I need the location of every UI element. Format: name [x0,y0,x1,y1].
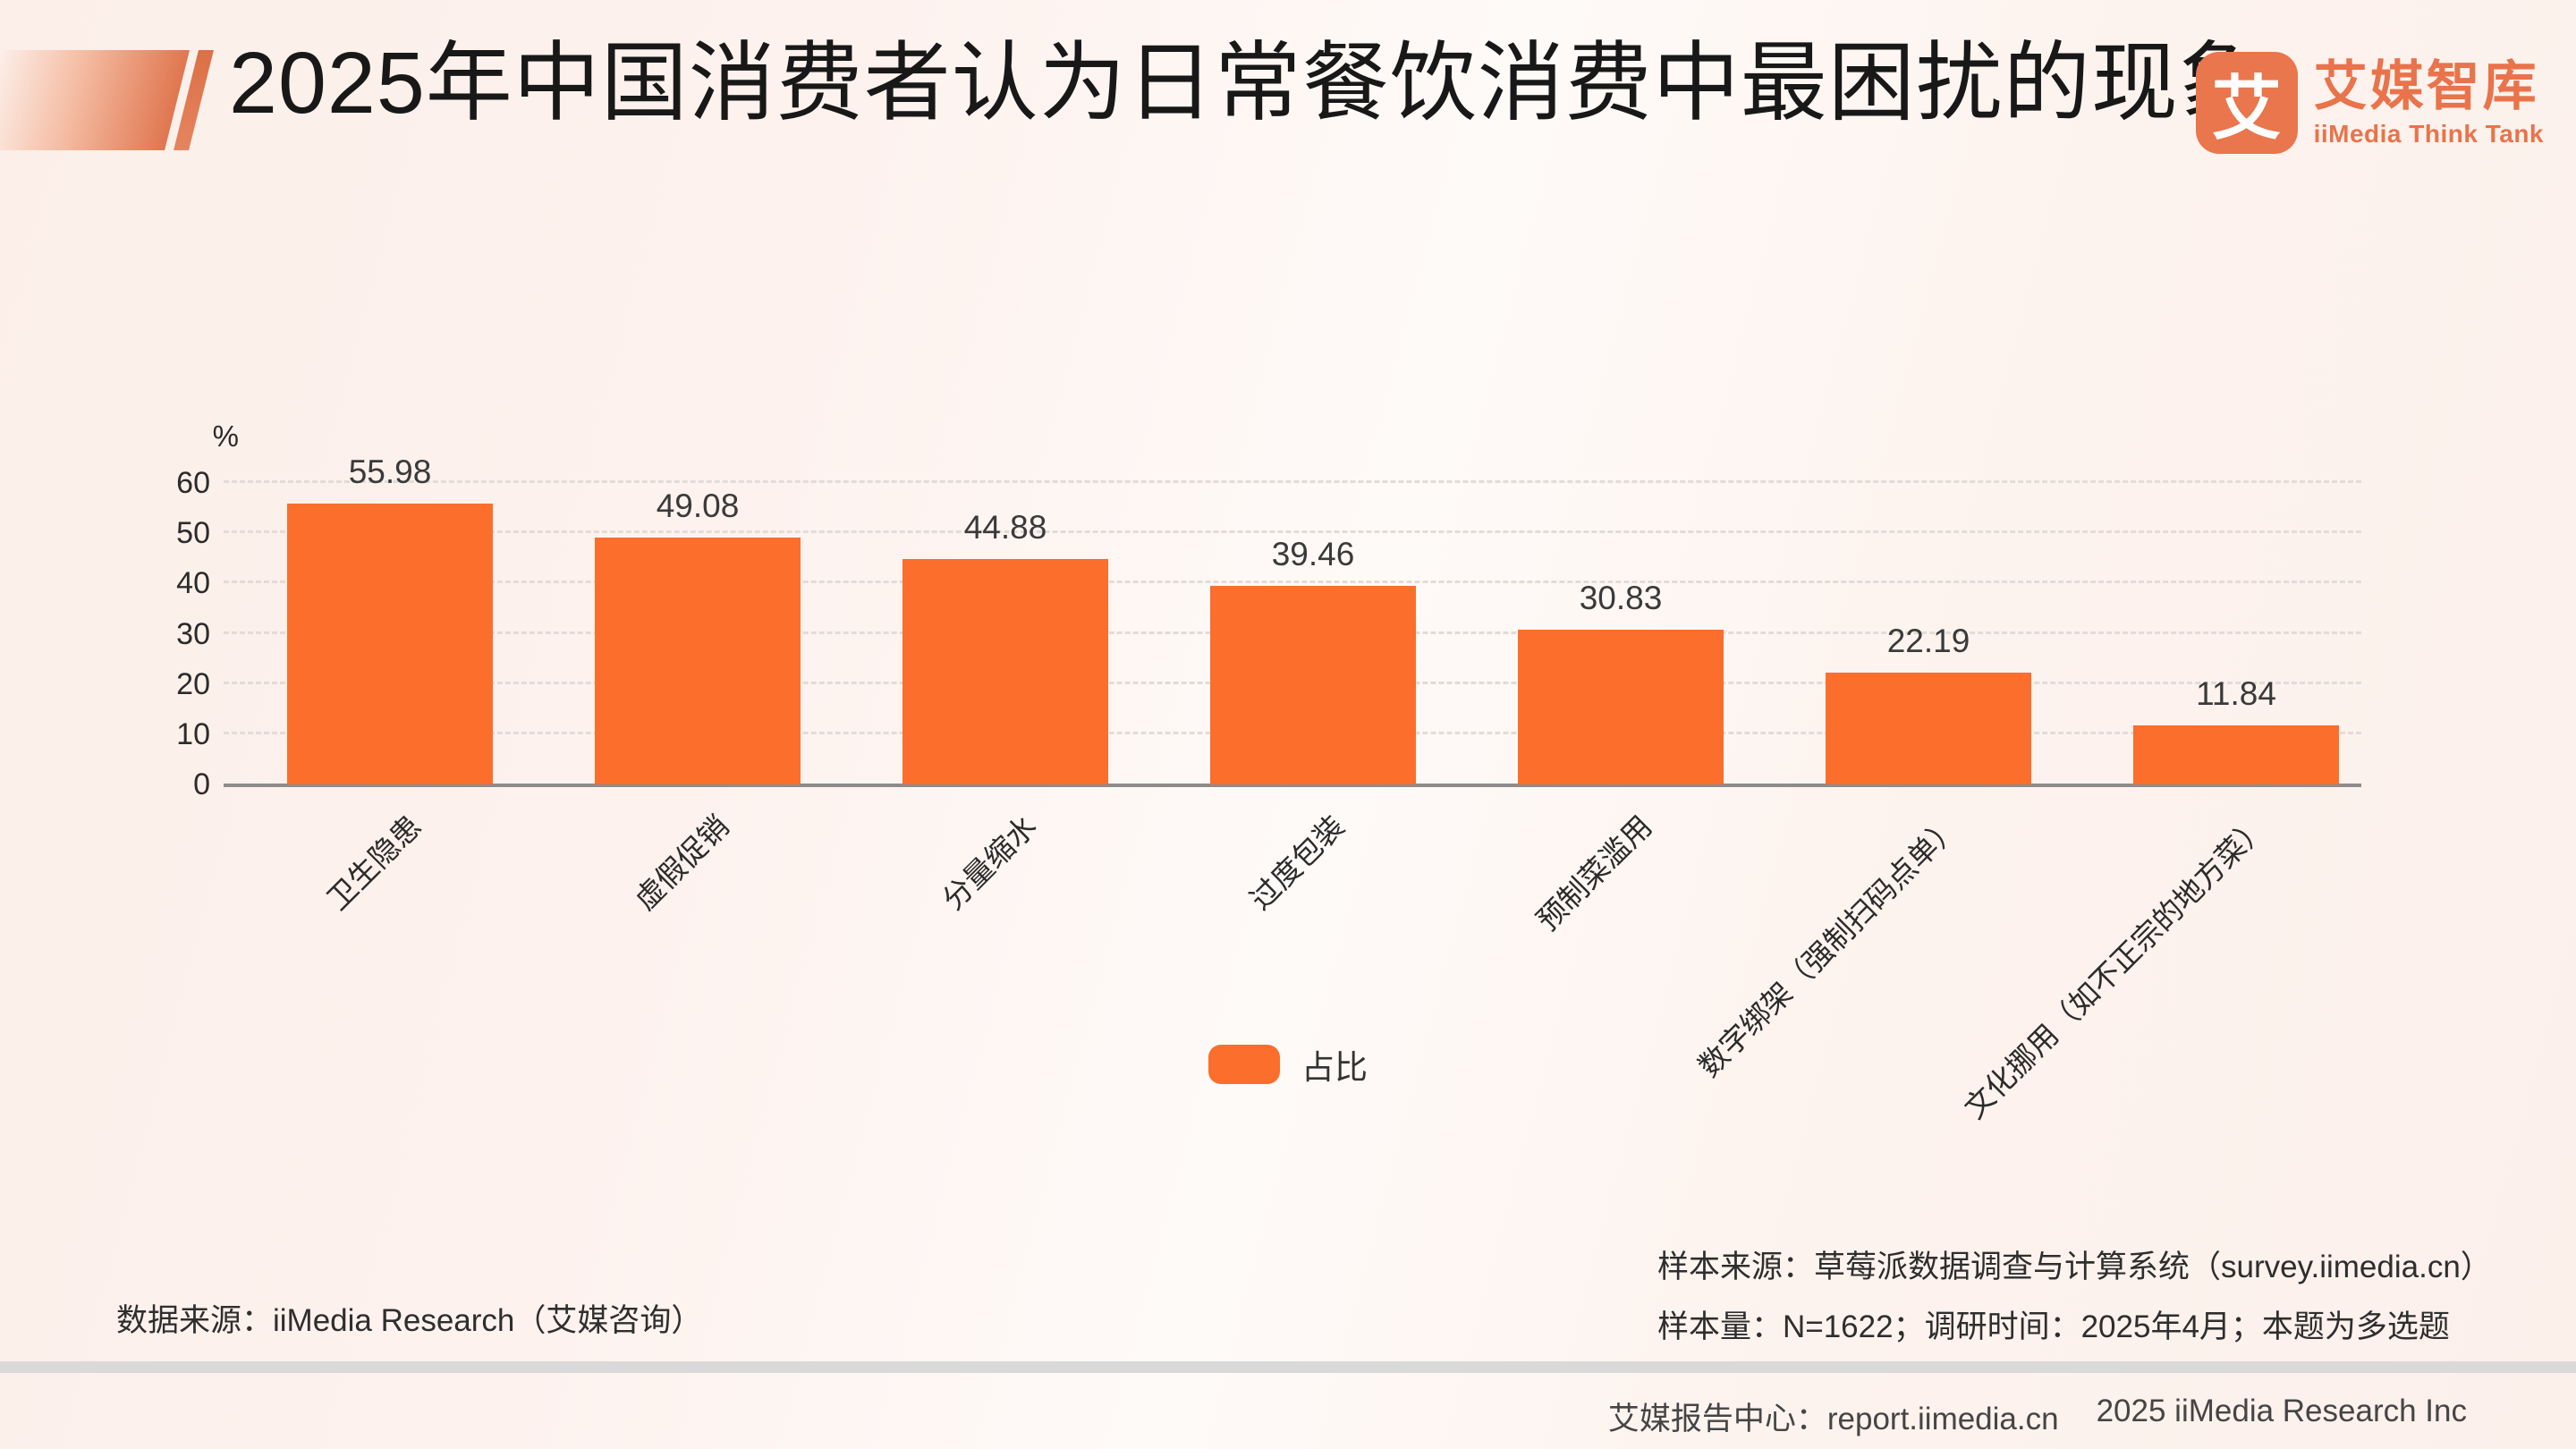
legend-label: 占比 [1301,1049,1368,1086]
y-tick-label-0: 0 [193,767,210,801]
bar-6[interactable] [2133,724,2339,784]
sample-source-note: 样本来源：草莓派数据调查与计算系统（survey.iimedia.cn） [1657,1250,2492,1284]
report-center-text: 艾媒报告中心：report.iimedia.cn [1607,1402,2059,1436]
plot-area: 55.98 卫生隐患 49.08 虚假促销 44.88 分量缩水 39.46 过度包装 30.8… [224,453,2361,1125]
sample-info-note: 样本量：N=1622；调研时间：2025年4月；本题为多选题 [1657,1309,2450,1344]
y-tick-label-40: 40 [176,566,210,601]
legend-swatch [1208,1045,1280,1084]
page-title: 2025年中国消费者认为日常餐饮消费中最困扰的现象 [229,34,2267,131]
value-label-0: 55.98 [348,453,432,490]
logo-name-en: iiMedia Think Tank [2313,119,2544,148]
y-tick-label-30: 30 [176,616,210,651]
copyright-text: 2025 iiMedia Research Inc [2096,1394,2467,1428]
value-label-2: 44.88 [963,508,1047,546]
bar-4[interactable] [1518,629,1724,784]
sample-notes: 样本来源：草莓派数据调查与计算系统（survey.iimedia.cn） 样本量… [1657,1250,2492,1344]
x-tick-label-2: 分量缩水 [936,809,1043,917]
bar-0[interactable] [287,503,493,784]
x-tick-label-0: 卫生隐患 [320,809,428,917]
data-source-note: 数据来源：iiMedia Research（艾媒咨询） [116,1303,703,1338]
y-tick-label-10: 10 [176,716,210,751]
value-label-5: 22.19 [1886,623,1970,660]
bar-5[interactable] [1826,673,2031,784]
footer: 艾媒报告中心：report.iimedia.cn 2025 iiMedia Re… [1608,1394,2467,1439]
value-label-3: 39.46 [1271,536,1355,573]
title-decoration-gradient [0,50,190,150]
y-axis-labels: % 0 10 20 30 40 50 60 [139,419,239,801]
footer-divider [0,1361,2576,1373]
bar-2[interactable] [902,558,1108,784]
iimedia-logo: 艾 艾媒智库 iiMedia Think Tank [2195,52,2544,154]
iimedia-logo-text: 艾媒智库 iiMedia Think Tank [2314,58,2544,148]
gridline-60 [224,480,2361,483]
y-axis-unit-label: % [212,419,239,453]
legend-item[interactable]: 占比 [1208,1040,1368,1089]
x-tick-label-1: 虚假促销 [628,809,735,917]
gridline-50 [224,530,2361,534]
bar-1[interactable] [595,538,801,784]
value-label-6: 11.84 [2196,674,2276,712]
value-label-1: 49.08 [656,487,740,525]
y-tick-label-20: 20 [176,666,210,701]
x-tick-label-3: 过度包装 [1243,809,1351,917]
legend: 占比 [0,1040,2576,1089]
x-tick-label-4: 预制菜滥用 [1530,809,1658,937]
logo-name-cn: 艾媒智库 [2313,55,2539,116]
x-axis-line [224,784,2361,787]
gridline-40 [224,580,2361,584]
value-label-4: 30.83 [1579,579,1663,616]
iimedia-logo-icon: 艾 [2195,52,2298,154]
bar-3[interactable] [1210,586,1416,784]
y-tick-label-50: 50 [176,516,210,551]
y-tick-label-60: 60 [176,466,210,500]
